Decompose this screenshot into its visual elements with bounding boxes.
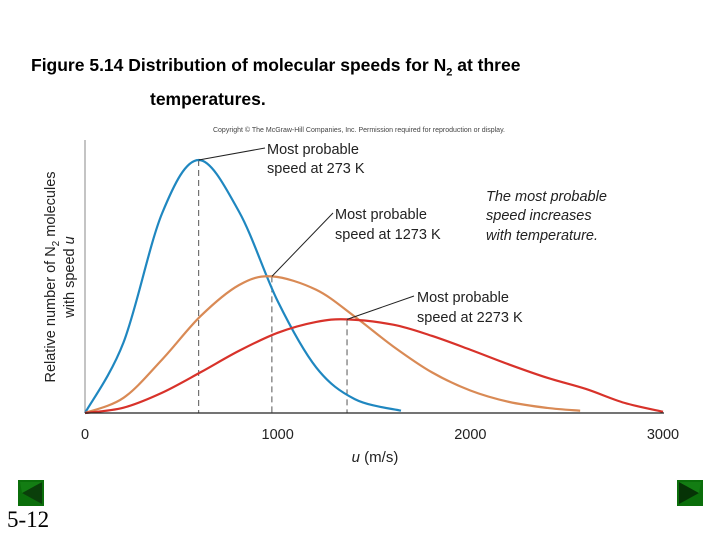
- annotation-leader-line: [346, 295, 415, 320]
- svg-text:Relative number of N2 molecule: Relative number of N2 molecules: [43, 171, 62, 382]
- title-line2: temperatures.: [150, 88, 266, 109]
- note-line3: with temperature.: [486, 228, 598, 244]
- curve-1273k: [84, 275, 581, 415]
- slide-title: Figure 5.14 Distribution of molecular sp…: [31, 52, 520, 112]
- annotation-leader-line: [271, 212, 334, 277]
- curve-273k: [84, 158, 402, 414]
- curve-2273k: [84, 318, 664, 415]
- annotation-273-line2: speed at 273 K: [267, 161, 365, 177]
- note-line1: The most probable: [486, 189, 607, 205]
- next-slide-button[interactable]: [677, 480, 703, 506]
- x-tick-label: 0: [81, 427, 89, 443]
- annotation-2273-line2: speed at 2273 K: [417, 310, 523, 326]
- x-tick-label: 3000: [647, 427, 679, 443]
- annotation-leader-line: [198, 147, 266, 161]
- annotation-1273-line1: Most probable: [335, 207, 427, 223]
- title-text: Figure 5.14 Distribution of molecular sp…: [31, 55, 447, 75]
- annotation-1273-line2: speed at 1273 K: [335, 227, 441, 243]
- annotation-273-line1: Most probable: [267, 142, 359, 158]
- copyright-text: Copyright © The McGraw-Hill Companies, I…: [213, 126, 505, 134]
- x-tick-label: 2000: [454, 427, 486, 443]
- triangle-left-icon: [20, 482, 42, 504]
- y-axis-label: Relative number of N2 molecules with spe…: [43, 171, 78, 382]
- triangle-right-icon: [679, 482, 701, 504]
- x-tick-label: 1000: [262, 427, 294, 443]
- title-subscript: 2: [446, 66, 453, 79]
- x-axis-label: u (m/s): [352, 449, 399, 466]
- annotation-2273-line1: Most probable: [417, 290, 509, 306]
- svg-text:with speed u: with speed u: [62, 236, 78, 318]
- slide-number: 5-12: [7, 507, 50, 532]
- previous-slide-button[interactable]: [18, 480, 44, 506]
- note-line2: speed increases: [486, 208, 592, 224]
- title-text-end: at three: [452, 55, 521, 75]
